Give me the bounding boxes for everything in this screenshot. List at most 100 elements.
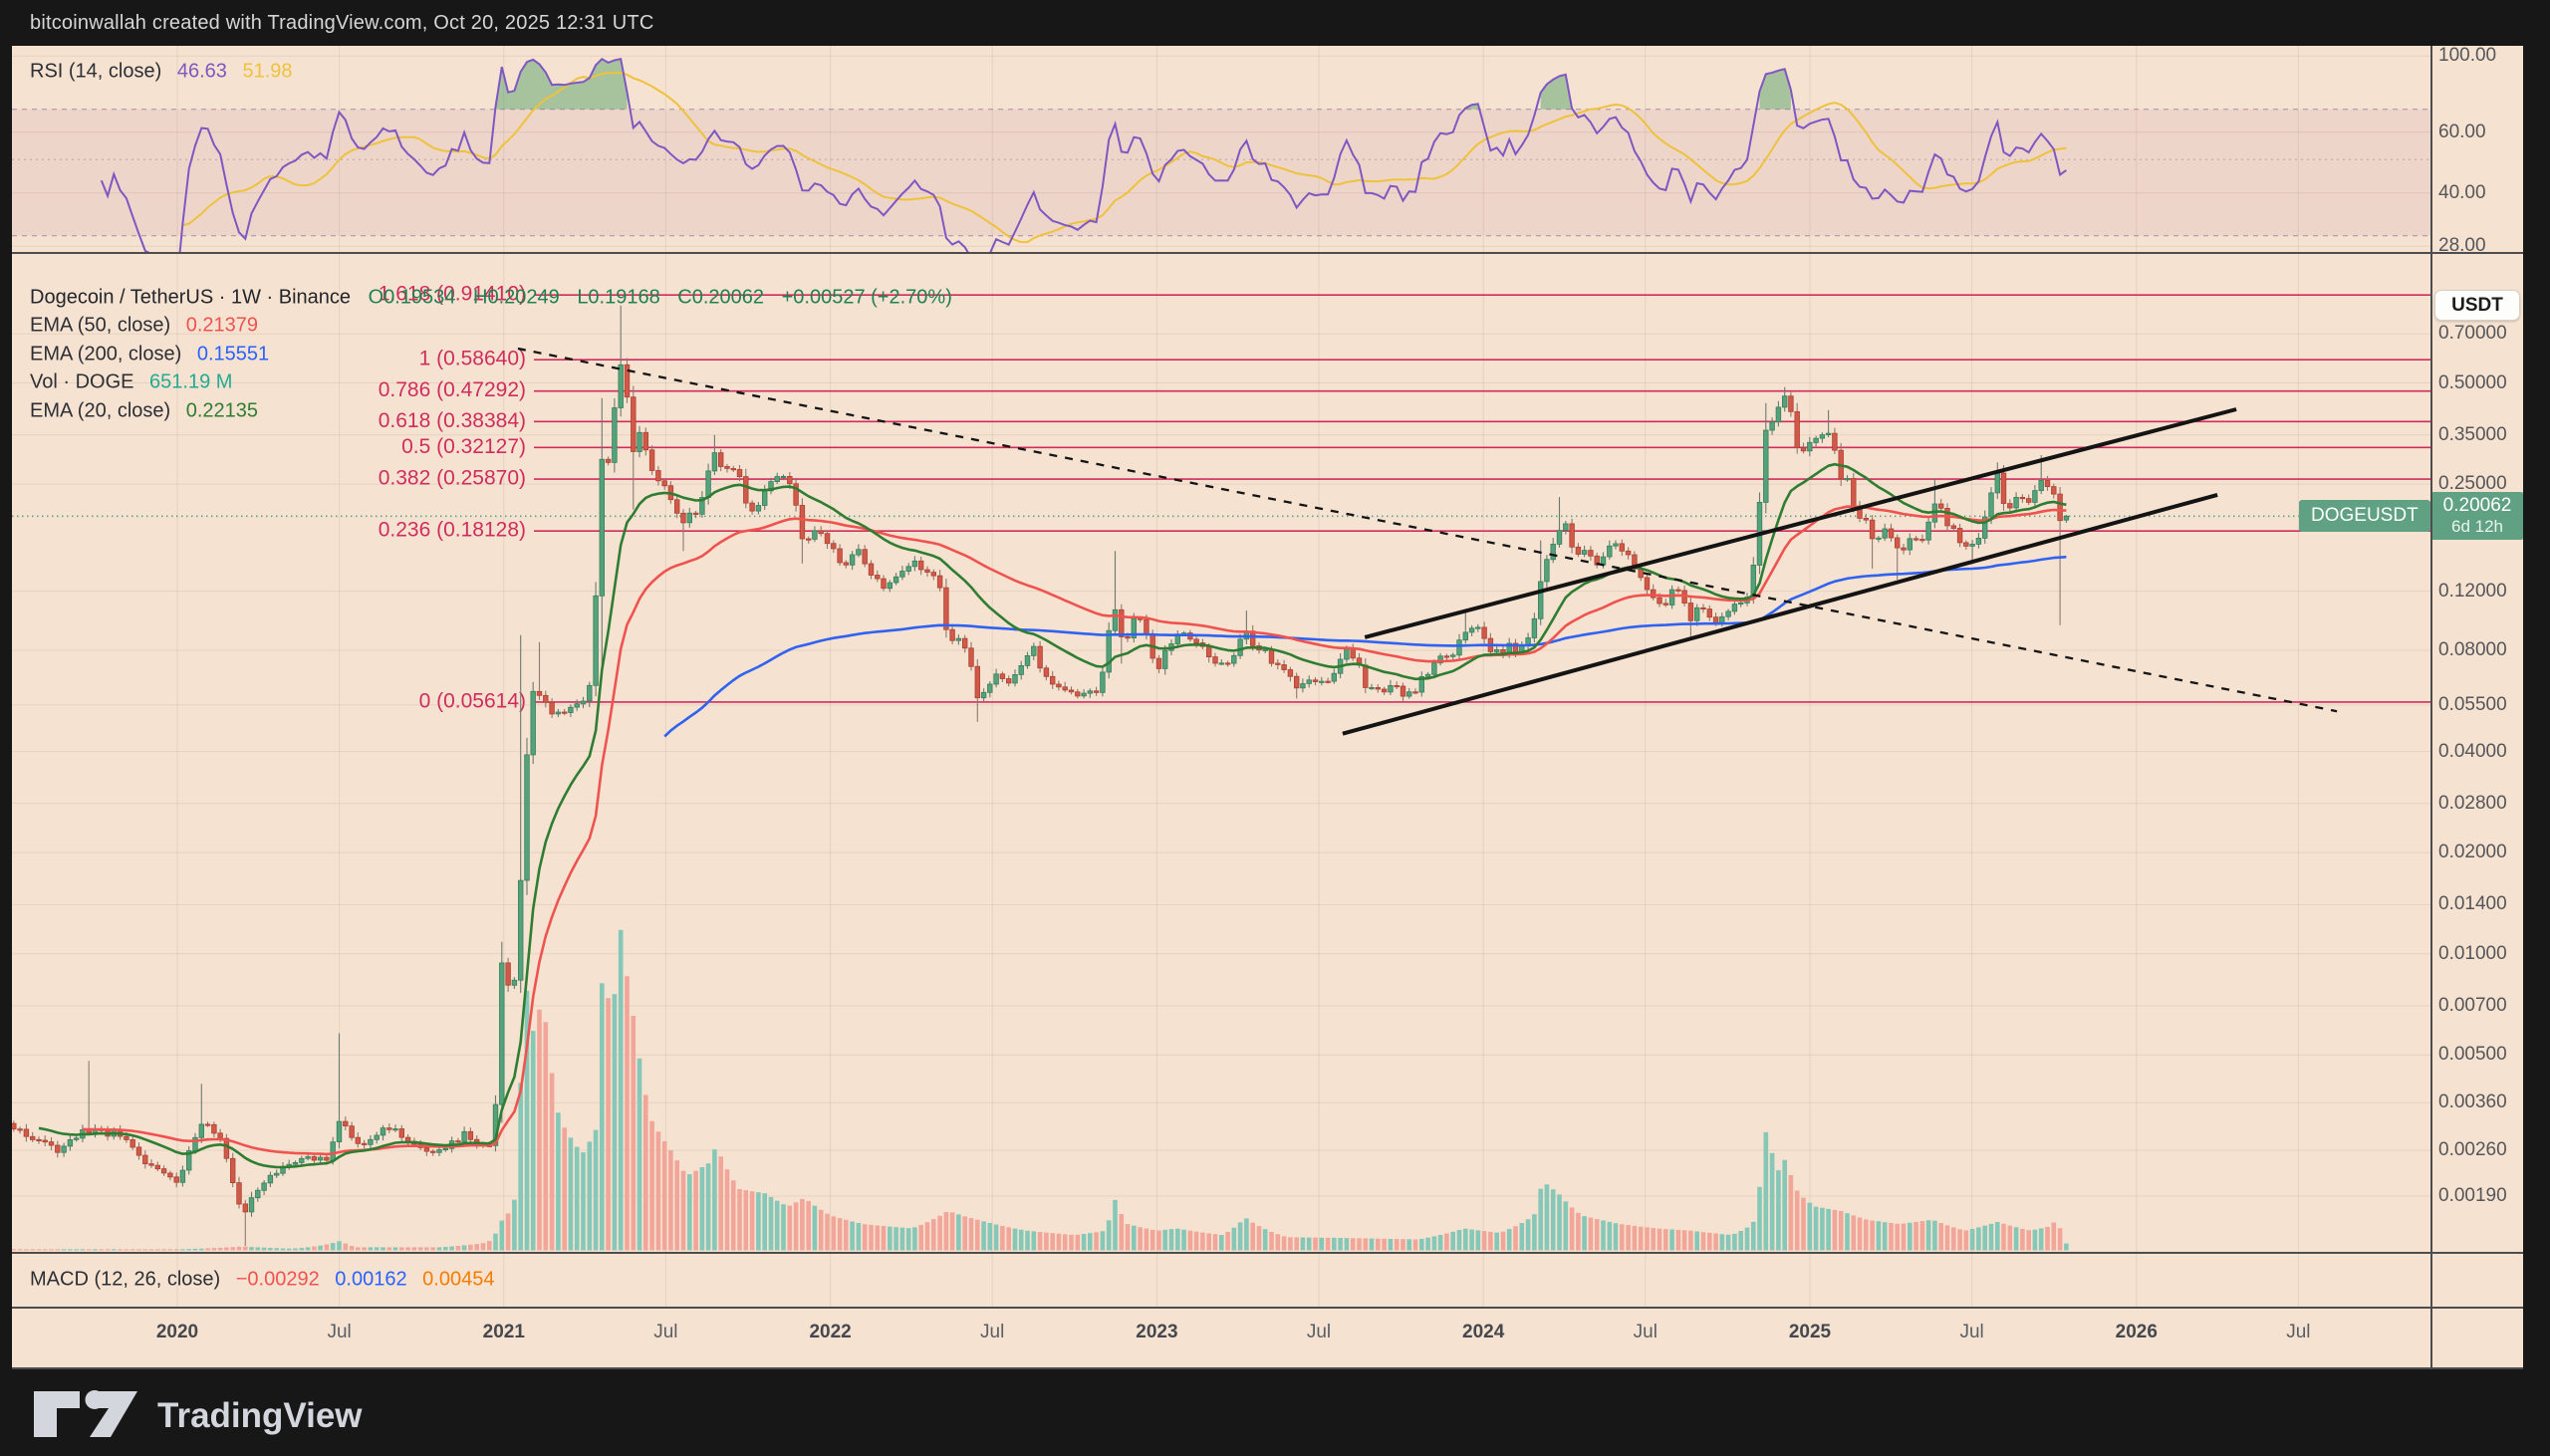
rsi-axis-tick: 40.00: [2438, 181, 2486, 203]
time-axis-month-label: Jul: [653, 1322, 678, 1342]
rsi-ma-value: 51.98: [242, 60, 293, 83]
time-axis-year-label: 2025: [1788, 1322, 1832, 1342]
logo-text: TradingView: [157, 1396, 363, 1435]
rsi-overbought-fill: [495, 59, 1791, 110]
ema200-value: 0.15551: [196, 343, 270, 365]
svg-text:0.5 (0.32127): 0.5 (0.32127): [401, 435, 526, 458]
rsi-ma-line: [182, 71, 2067, 244]
rsi-legend-label: RSI (14, close): [30, 60, 162, 83]
macd-legend[interactable]: MACD (12, 26, close) −0.00292 0.00162 0.…: [30, 1269, 494, 1292]
change-value: +0.00527 (+2.70%): [781, 286, 952, 309]
svg-text:0.786 (0.47292): 0.786 (0.47292): [379, 378, 526, 401]
footer-bar: TradingView: [0, 1369, 2550, 1456]
price-axis-tick: 0.05500: [2438, 693, 2507, 715]
tradingview-logo[interactable]: TradingView: [0, 1369, 418, 1456]
price-axis[interactable]: 100.00 60.00 40.00 28.00 0.70000 0.50000 0.350…: [2430, 45, 2523, 1369]
trendline-channel-upper[interactable]: [1364, 407, 2237, 639]
trendline-descending-dashed[interactable]: [517, 347, 2338, 713]
ema200-label: EMA (200, close): [30, 343, 182, 365]
svg-text:0 (0.05614): 0 (0.05614): [419, 689, 526, 712]
last-price-value: 0.20062: [2442, 495, 2512, 517]
header-bar: bitcoinwallah created with TradingView.c…: [0, 0, 2550, 46]
right-margin: [2523, 0, 2550, 1456]
rsi-axis-tick: 60.00: [2438, 121, 2486, 142]
volume-value: 651.19 M: [149, 370, 233, 393]
last-price-axis-label: 0.20062 6d 12h: [2431, 492, 2523, 541]
rsi-axis-tick: 100.00: [2438, 45, 2497, 67]
price-axis-tick: 0.35000: [2438, 423, 2507, 445]
svg-text:1 (0.58640): 1 (0.58640): [419, 348, 526, 370]
svg-text:0.236 (0.18128): 0.236 (0.18128): [379, 519, 526, 542]
time-axis-year-label: 2026: [2115, 1322, 2158, 1342]
ohlc-high: H0.20249: [473, 286, 560, 309]
trendline-channel-lower[interactable]: [1342, 492, 2218, 736]
time-axis-year-label: 2024: [1462, 1322, 1505, 1342]
price-line-symbol-flag: DOGEUSDT: [2299, 500, 2430, 533]
candlesticks: [12, 305, 2070, 1246]
time-axis-month-label: Jul: [2286, 1322, 2311, 1342]
pane-divider-rsi-main[interactable]: [12, 252, 2523, 254]
chart-background: [12, 46, 2523, 1369]
time-axis-month-label: Jul: [1959, 1322, 1984, 1342]
price-axis-tick: 0.12000: [2438, 580, 2507, 602]
price-axis-tick: 0.01000: [2438, 942, 2507, 964]
ohlc-low: L0.19168: [577, 286, 660, 309]
svg-text:0.382 (0.25870): 0.382 (0.25870): [379, 467, 526, 490]
price-axis-tick: 0.00700: [2438, 994, 2507, 1016]
ema20-value: 0.22135: [185, 399, 259, 422]
price-axis-tick: 0.70000: [2438, 323, 2507, 345]
symbol-legend[interactable]: Dogecoin / TetherUS · 1W · Binance O0.19…: [30, 287, 952, 310]
rsi-band: [12, 109, 2430, 237]
pane-divider-main-macd[interactable]: [12, 1252, 2523, 1254]
chart-bottom-border: [12, 1367, 2523, 1369]
price-axis-tick: 0.00360: [2438, 1092, 2507, 1113]
rsi-line: [100, 57, 2067, 252]
time-axis-month-label: Jul: [1306, 1322, 1332, 1342]
price-axis-tick: 0.25000: [2438, 473, 2507, 495]
price-axis-tick: 0.50000: [2438, 371, 2507, 393]
time-axis-month-label: Jul: [980, 1322, 1005, 1342]
price-axis-tick: 0.00500: [2438, 1044, 2507, 1066]
pane-divider-macd-timeaxis: [12, 1307, 2523, 1309]
macd-label: MACD (12, 26, close): [30, 1268, 221, 1291]
rsi-legend[interactable]: RSI (14, close) 46.63 51.98: [30, 61, 293, 84]
logo-mark-t: [34, 1391, 80, 1437]
time-axis-year-label: 2022: [809, 1322, 852, 1342]
indicator-legend-ema200[interactable]: EMA (200, close) 0.15551: [30, 344, 269, 366]
left-margin: [0, 46, 12, 1369]
macd-hist-value: −0.00292: [235, 1268, 320, 1291]
price-axis-tick: 0.00190: [2438, 1184, 2507, 1206]
rsi-value: 46.63: [176, 60, 227, 83]
ohlc-close: C0.20062: [677, 286, 765, 309]
svg-text:1.618 (0.91410): 1.618 (0.91410): [379, 283, 526, 306]
grid: [12, 46, 2430, 1307]
ema20-label: EMA (20, close): [30, 399, 171, 422]
fib-retracement[interactable]: 1.618 (0.91410) 1 (0.58640) 0.786 (0.472…: [379, 283, 2430, 713]
ema50-value: 0.21379: [185, 314, 259, 337]
price-axis-tick: 0.02000: [2438, 842, 2507, 863]
macd-signal-value: 0.00454: [422, 1268, 495, 1291]
ema-200-line: [663, 555, 2067, 738]
attribution-text: bitcoinwallah created with TradingView.c…: [30, 12, 654, 34]
time-axis-month-label: Jul: [1633, 1322, 1658, 1342]
bar-countdown: 6d 12h: [2451, 517, 2503, 537]
rsi-axis-tick: 28.00: [2438, 235, 2486, 257]
indicator-legend-ema50[interactable]: EMA (50, close) 0.21379: [30, 315, 258, 338]
time-axis-month-label: Jul: [327, 1322, 352, 1342]
currency-toggle-button[interactable]: USDT: [2434, 290, 2520, 321]
ema-50-line: [82, 505, 2067, 1156]
time-axis-year-label: 2020: [155, 1322, 199, 1342]
indicator-legend-volume[interactable]: Vol · DOGE 651.19 M: [30, 371, 232, 394]
volume-label: Vol · DOGE: [30, 370, 134, 393]
price-axis-tick: 0.08000: [2438, 639, 2507, 661]
indicator-legend-ema20[interactable]: EMA (20, close) 0.22135: [30, 400, 258, 423]
logo-mark-v: [90, 1391, 137, 1437]
svg-text:0.618 (0.38384): 0.618 (0.38384): [379, 409, 526, 432]
ema-20-line: [38, 462, 2067, 1169]
price-axis-tick: 0.02800: [2438, 792, 2507, 814]
time-axis-year-label: 2023: [1136, 1322, 1178, 1342]
time-axis-year-label: 2021: [482, 1322, 525, 1342]
axis-left-border[interactable]: [2430, 46, 2432, 1369]
